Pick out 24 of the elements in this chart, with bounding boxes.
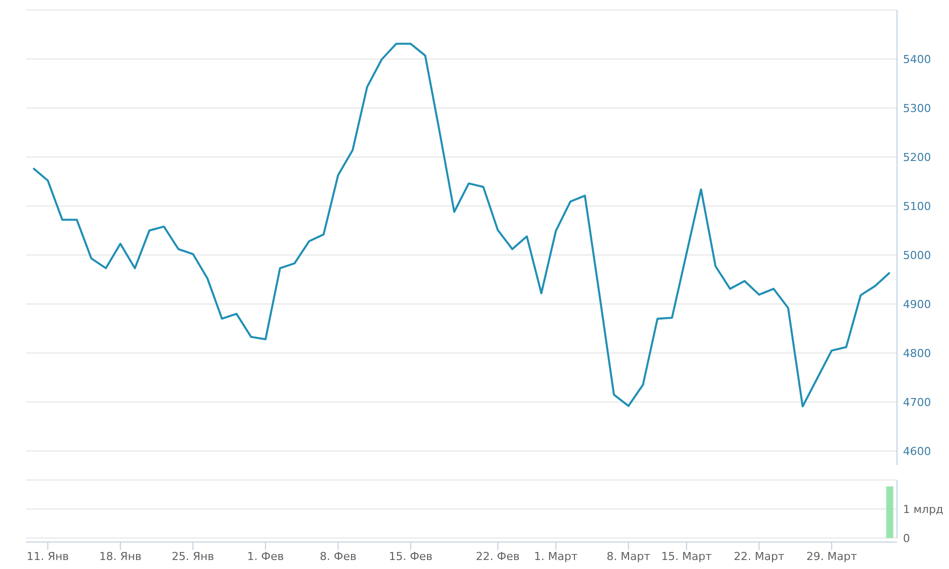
x-tick-label: 8. Фев — [320, 550, 356, 563]
y-tick-label: 4600 — [903, 444, 931, 458]
x-tick-label: 15. Март — [661, 550, 712, 563]
y-tick-label: 5200 — [903, 150, 931, 164]
y-tick-label: 4700 — [903, 396, 931, 409]
x-tick-label: 1. Фев — [247, 550, 284, 563]
y-tick-label: 5300 — [903, 102, 931, 115]
x-tick-label: 8. Март — [606, 550, 651, 563]
y-tick-label: 1 млрд — [903, 502, 944, 516]
y-tick-label: 5400 — [903, 52, 931, 66]
y-tick-label: 0 — [903, 532, 910, 545]
x-tick-label: 1. Март — [534, 550, 578, 563]
y-tick-label: 5100 — [903, 200, 931, 213]
x-tick-label: 22. Март — [734, 550, 785, 563]
x-tick-label: 29. Март — [806, 550, 858, 563]
x-tick-label: 11. Янв — [26, 550, 69, 563]
x-tick-label: 18. Янв — [99, 550, 142, 563]
y-tick-label: 5000 — [903, 248, 931, 262]
y-tick-label: 4800 — [903, 346, 931, 360]
line-series — [32, 42, 891, 408]
x-tick-label: 22. Фев — [476, 550, 520, 563]
y-tick-label: 4900 — [903, 298, 931, 311]
x-tick-label: 15. Фев — [388, 550, 433, 563]
x-tick-label: 25. Янв — [172, 550, 214, 563]
